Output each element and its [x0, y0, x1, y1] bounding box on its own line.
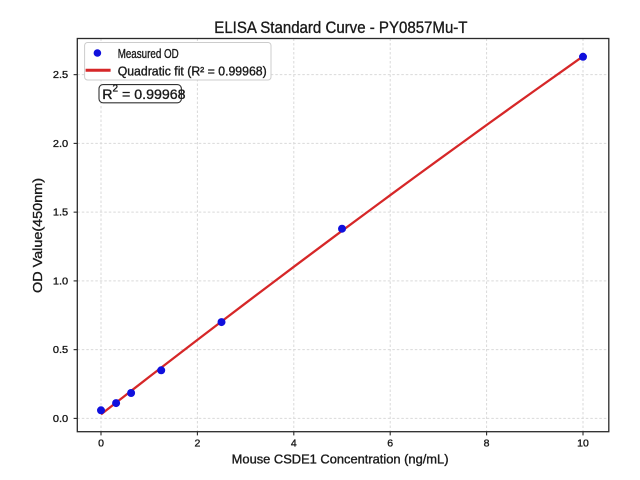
svg-text:Measured OD: Measured OD	[118, 46, 179, 61]
svg-text:ELISA Standard Curve - PY0857M: ELISA Standard Curve - PY0857Mu-T	[214, 18, 467, 37]
svg-text:Mouse CSDE1 Concentration (ng/: Mouse CSDE1 Concentration (ng/mL)	[232, 453, 449, 467]
svg-text:OD Value(450nm): OD Value(450nm)	[31, 178, 45, 293]
svg-text:0.5: 0.5	[53, 344, 68, 356]
svg-text:6: 6	[387, 438, 393, 450]
svg-text:2.0: 2.0	[53, 138, 68, 150]
svg-text:8: 8	[484, 438, 490, 450]
svg-text:1.0: 1.0	[53, 275, 68, 287]
svg-text:10: 10	[577, 438, 589, 450]
svg-text:2.5: 2.5	[53, 69, 68, 81]
svg-text:Quadratic fit (R² = 0.99968): Quadratic fit (R² = 0.99968)	[118, 64, 267, 79]
svg-text:2: 2	[194, 438, 200, 450]
svg-text:4: 4	[291, 438, 297, 450]
svg-text:1.5: 1.5	[53, 207, 68, 219]
svg-text:R2 = 0.99968: R2 = 0.99968	[102, 83, 185, 102]
svg-text:0.0: 0.0	[53, 413, 68, 425]
svg-text:0: 0	[98, 438, 104, 450]
